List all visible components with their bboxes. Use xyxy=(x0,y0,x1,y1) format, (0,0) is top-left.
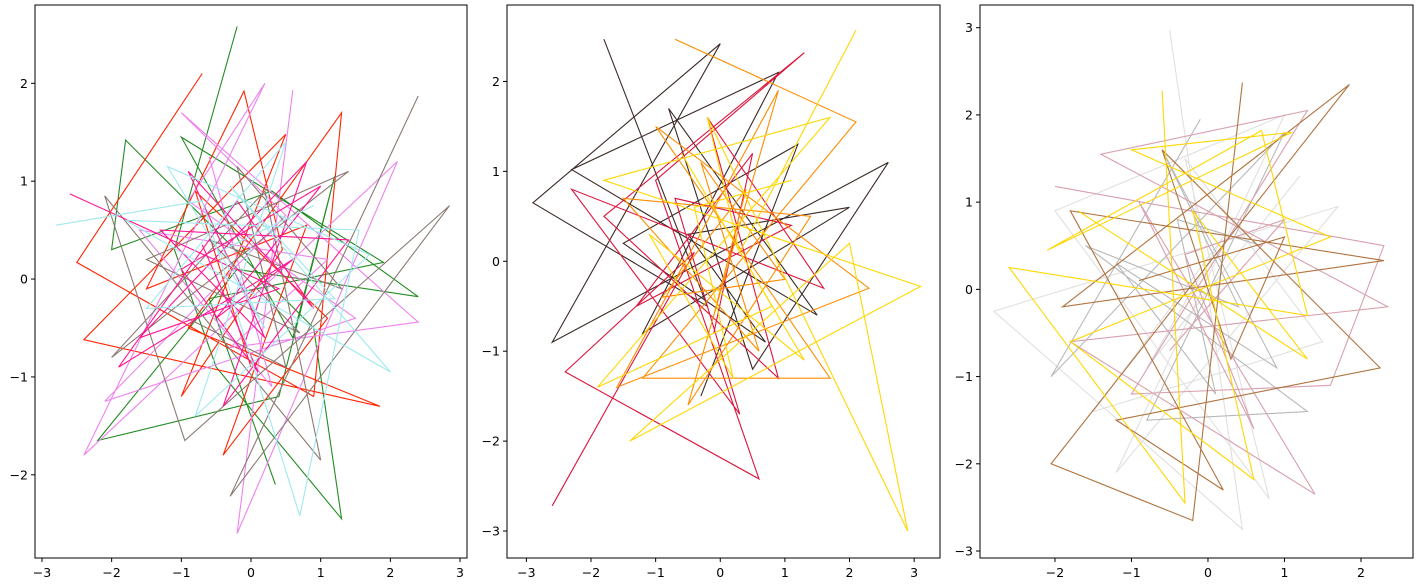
x-tick-label: 1 xyxy=(317,565,325,580)
x-tick-label: 0 xyxy=(247,565,255,580)
plot-frame xyxy=(979,4,1414,559)
y-tick-label: 0 xyxy=(20,272,28,287)
y-tick-label: 2 xyxy=(20,76,28,91)
series-line-5 xyxy=(69,161,350,407)
chart-left: −3 −2 −1 0 1 2 3 −2 −1 0 1 2 xyxy=(10,4,468,580)
y-tick-label: −2 xyxy=(482,434,500,449)
y-tick-label: −2 xyxy=(955,456,973,471)
x-tick-label: −2 xyxy=(102,565,120,580)
series-line-1 xyxy=(992,30,1340,531)
series-group xyxy=(992,30,1390,531)
y-tick-label: −1 xyxy=(10,369,28,384)
series-group xyxy=(55,26,451,534)
y-tick-label: −3 xyxy=(955,544,973,559)
series-group xyxy=(531,29,922,532)
y-tick-label: 2 xyxy=(492,74,500,89)
x-tick-label: 0 xyxy=(716,565,724,580)
series-line-1 xyxy=(531,39,889,397)
y-tick-label: 0 xyxy=(965,282,973,297)
y-tick-label: 2 xyxy=(965,107,973,122)
series-line-6 xyxy=(55,141,391,517)
y-tick-label: −1 xyxy=(482,344,500,359)
x-tick-label: −2 xyxy=(1046,565,1064,580)
series-line-5 xyxy=(1007,90,1332,505)
series-line-2 xyxy=(1050,119,1309,421)
series-line-1 xyxy=(96,26,419,521)
y-tick-label: −1 xyxy=(955,369,973,384)
series-line-4 xyxy=(597,29,922,532)
y-tick-label: 1 xyxy=(20,174,28,189)
series-line-4 xyxy=(1050,82,1384,522)
x-tick-label: −2 xyxy=(582,565,600,580)
x-tick-label: 0 xyxy=(1204,565,1212,580)
y-tick-label: −3 xyxy=(482,524,500,539)
x-tick-label: −1 xyxy=(1122,565,1140,580)
x-tick-label: 1 xyxy=(1281,565,1289,580)
series-line-3 xyxy=(615,38,871,406)
series-line-2 xyxy=(76,73,381,456)
x-tick-label: 2 xyxy=(846,565,854,580)
x-tick-label: −1 xyxy=(646,565,664,580)
x-tick-label: 1 xyxy=(781,565,789,580)
x-tick-label: −3 xyxy=(33,565,51,580)
chart-middle: −3 −2 −1 0 1 2 3 −3 −2 −1 0 1 2 xyxy=(482,4,941,580)
x-tick-label: −1 xyxy=(172,565,190,580)
y-tick-label: 1 xyxy=(965,195,973,210)
y-tick-label: 3 xyxy=(965,20,973,35)
series-line-3 xyxy=(1054,109,1390,495)
x-tick-label: 2 xyxy=(1357,565,1365,580)
x-tick-label: 3 xyxy=(910,565,918,580)
x-tick-label: −3 xyxy=(517,565,535,580)
y-tick-label: 0 xyxy=(492,254,500,269)
chart-right: −2 −1 0 1 2 −3 −2 −1 0 1 2 3 xyxy=(955,4,1414,580)
x-tick-label: 3 xyxy=(456,565,464,580)
plot-frame xyxy=(506,4,941,559)
x-tick-label: 2 xyxy=(386,565,394,580)
y-tick-label: 1 xyxy=(492,164,500,179)
y-tick-label: −2 xyxy=(10,467,28,482)
